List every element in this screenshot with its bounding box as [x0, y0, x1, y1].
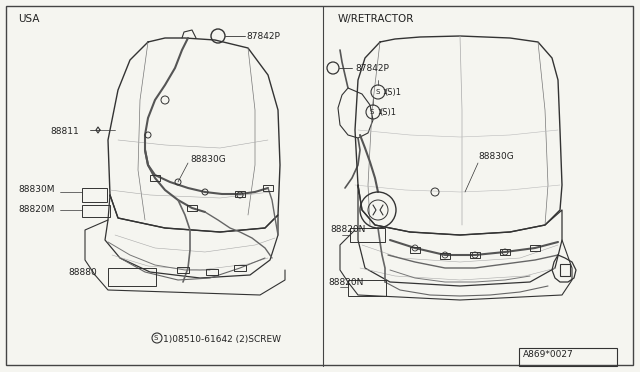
Text: 1: 1: [377, 109, 381, 115]
Bar: [206, 269, 218, 275]
Bar: [82, 188, 107, 202]
Text: S: S: [370, 109, 374, 115]
Text: 1)08510-61642 (2)SCREW: 1)08510-61642 (2)SCREW: [163, 335, 281, 344]
Text: 1: 1: [382, 89, 387, 95]
Bar: [235, 191, 245, 197]
Text: S: S: [375, 89, 380, 95]
Text: 88830G: 88830G: [190, 155, 226, 164]
Text: 88830M: 88830M: [18, 185, 54, 194]
Text: (S)1: (S)1: [379, 108, 396, 117]
Text: W/RETRACTOR: W/RETRACTOR: [338, 14, 414, 24]
Text: S: S: [154, 335, 158, 341]
Bar: [350, 228, 385, 242]
Text: 88820N: 88820N: [328, 278, 364, 287]
Bar: [348, 280, 386, 296]
Text: 88820N: 88820N: [330, 225, 365, 234]
Text: (S)1: (S)1: [384, 88, 401, 97]
Text: A869*0027: A869*0027: [523, 350, 573, 359]
Text: 88830G: 88830G: [478, 152, 514, 161]
Bar: [470, 252, 480, 258]
Text: 88811: 88811: [50, 127, 79, 136]
Text: 88880: 88880: [68, 268, 97, 277]
Bar: [440, 253, 450, 259]
Bar: [410, 247, 420, 253]
Bar: [150, 175, 160, 181]
Bar: [108, 268, 156, 286]
Bar: [82, 205, 110, 217]
Bar: [263, 185, 273, 191]
Text: 87842P: 87842P: [355, 64, 389, 73]
Bar: [519, 348, 617, 366]
Text: USA: USA: [18, 14, 40, 24]
Bar: [187, 205, 197, 211]
Bar: [530, 245, 540, 251]
Bar: [234, 265, 246, 271]
Bar: [177, 267, 189, 273]
Bar: [560, 264, 570, 276]
Bar: [500, 249, 510, 255]
Text: 88820M: 88820M: [18, 205, 54, 214]
Text: 87842P: 87842P: [246, 32, 280, 41]
